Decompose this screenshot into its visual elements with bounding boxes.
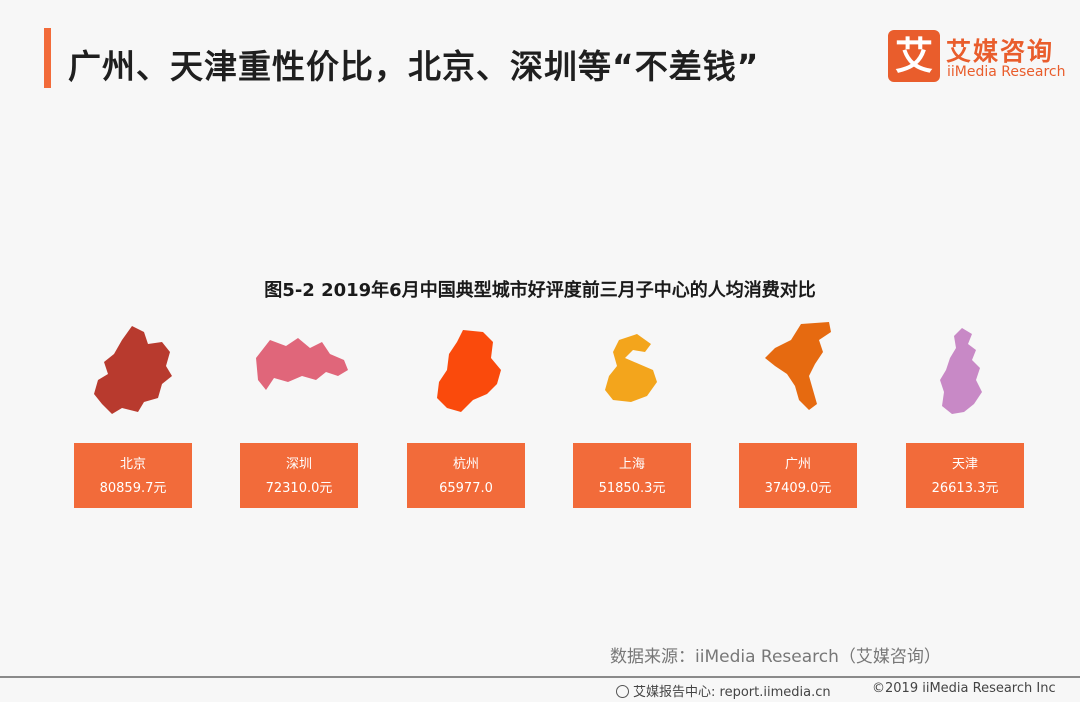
shenzhen-map-shape [256, 338, 348, 390]
city-card: 北京 80859.7元 [74, 443, 192, 508]
hangzhou-map-shape [437, 330, 501, 412]
shenzhen-map [256, 338, 348, 390]
city-value: 72310.0元 [265, 481, 333, 496]
data-source: 数据来源：iiMedia Research（艾媒咨询） [610, 647, 941, 667]
city-name: 天津 [951, 457, 978, 472]
globe-icon [616, 685, 629, 698]
report-center: 艾媒报告中心: report.iimedia.cn [616, 681, 831, 700]
logo-chinese-name: 艾媒咨询 [946, 37, 1055, 66]
logo-mark: 艾 [888, 30, 940, 82]
city-value: 26613.3元 [931, 481, 999, 496]
city-card: 上海 51850.3元 [573, 443, 691, 508]
beijing-map [94, 326, 172, 414]
title-accent-bar [44, 28, 51, 88]
report-center-text: 艾媒报告中心: report.iimedia.cn [633, 685, 831, 700]
city-value: 65977.0 [439, 481, 493, 496]
chart-title: 图5-2 2019年6月中国典型城市好评度前三月子中心的人均消费对比 [264, 280, 816, 301]
tianjin-map [940, 328, 982, 414]
logo-english-name: iiMedia Research [947, 64, 1066, 80]
beijing-map-shape [94, 326, 172, 414]
guangzhou-map [765, 322, 831, 410]
city-card: 天津 26613.3元 [906, 443, 1024, 508]
city-card: 广州 37409.0元 [739, 443, 857, 508]
city-value: 51850.3元 [598, 481, 666, 496]
city-card: 深圳 72310.0元 [240, 443, 358, 508]
footer-divider [0, 676, 1080, 678]
tianjin-map-shape [940, 328, 982, 414]
hangzhou-map [437, 330, 501, 412]
city-name: 北京 [119, 457, 146, 472]
city-value: 37409.0元 [764, 481, 832, 496]
city-card: 杭州 65977.0 [407, 443, 525, 508]
shanghai-map-shape [605, 334, 657, 402]
copyright: ©2019 iiMedia Research Inc [872, 681, 1056, 696]
guangzhou-map-shape [765, 322, 831, 410]
city-name: 上海 [618, 457, 645, 472]
city-value: 80859.7元 [99, 481, 167, 496]
brand-logo: 艾 艾媒咨询 iiMedia Research [888, 30, 1068, 84]
city-name: 深圳 [285, 457, 312, 472]
page-title: 广州、天津重性价比，北京、深圳等“不差钱” [68, 47, 760, 86]
city-name: 广州 [784, 457, 811, 472]
shanghai-map [605, 334, 657, 402]
city-name: 杭州 [452, 457, 479, 472]
